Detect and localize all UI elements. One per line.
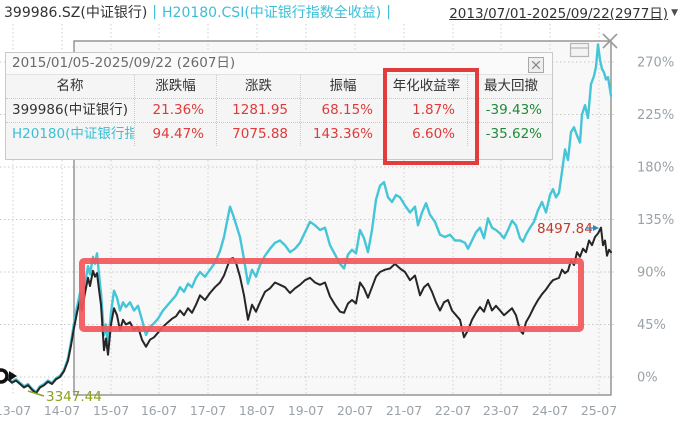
x-axis-label: 24-07 xyxy=(532,403,568,418)
selection-window-border[interactable] xyxy=(73,40,612,396)
y-axis-label: 180% xyxy=(637,161,674,176)
x-axis-label: 13-07 xyxy=(0,403,31,418)
close-icon[interactable] xyxy=(528,57,544,73)
chevron-down-icon[interactable]: ▼ xyxy=(671,7,678,18)
x-axis-label: 23-07 xyxy=(483,403,519,418)
stats-series-name: 399986(中证银行) xyxy=(12,102,129,118)
header-bar: 399986.SZ(中证银行) | H20180.CSI(中证银行指数全收益) … xyxy=(0,0,682,24)
header-divider: | xyxy=(152,4,158,20)
stats-column-header: 涨跌 xyxy=(216,75,300,98)
peak-value-label: 8497.84 xyxy=(537,221,593,237)
stats-data-row: 399986(中证银行) 21.36% 1281.95 68.15% 1.87% -39.… xyxy=(6,98,552,122)
stats-value: 143.36% xyxy=(300,123,385,146)
low-point-leader-line xyxy=(27,390,45,397)
x-axis-label: 15-07 xyxy=(93,403,129,418)
chart-highlight-box xyxy=(79,258,584,332)
date-range-selector[interactable]: 2013/07/01-2025/09/22(2977日) xyxy=(449,6,669,22)
x-axis-label: 14-07 xyxy=(44,403,80,418)
y-axis-label: 45% xyxy=(637,318,666,333)
stats-panel: 2015/01/05-2025/09/22 (2607日) 名称 涨跌幅 涨跌 振幅年… xyxy=(5,52,553,165)
symbol-primary-label[interactable]: 399986.SZ(中证银行) xyxy=(4,5,148,21)
y-axis-label: 0% xyxy=(637,371,658,386)
stats-value: 94.47% xyxy=(134,123,216,146)
remove-selection-icon[interactable] xyxy=(602,33,618,49)
x-axis-label: 25-07 xyxy=(581,403,617,418)
y-axis-label: 270% xyxy=(637,56,674,71)
stats-value: 21.36% xyxy=(134,99,216,122)
stats-value: 6.60% xyxy=(385,123,467,146)
x-axis-label: 19-07 xyxy=(288,403,324,418)
stats-column-header: 涨跌幅 xyxy=(134,75,216,98)
symbol-secondary-label[interactable]: H20180.CSI(中证银行指数全收益) xyxy=(162,5,382,21)
stats-column-header: 振幅 xyxy=(300,75,385,98)
series-line-price-index xyxy=(0,226,612,395)
stats-data-row: H20180(中证银行指数94.47%7075.88143.36%6.60%-3… xyxy=(6,122,552,146)
stats-series-name: H20180(中证银行指数 xyxy=(12,126,134,142)
x-axis-label: 18-07 xyxy=(239,403,275,418)
stats-column-header: 年化收益率 xyxy=(385,75,467,98)
range-start-handle-icon[interactable] xyxy=(0,368,9,384)
range-start-arrow-icon[interactable] xyxy=(9,371,17,381)
window-icon[interactable] xyxy=(569,42,590,58)
x-axis-label: 22-07 xyxy=(435,403,471,418)
stats-value: -39.43% xyxy=(467,99,554,122)
stats-column-header: 最大回撤 xyxy=(467,75,554,98)
stats-value: 1.87% xyxy=(385,99,467,122)
stats-panel-title: 2015/01/05-2025/09/22 (2607日) xyxy=(6,53,552,75)
header-divider: | xyxy=(386,4,391,20)
x-axis-label: 20-07 xyxy=(337,403,373,418)
stats-value: 1281.95 xyxy=(216,99,300,122)
stats-header-row: 名称 涨跌幅 涨跌 振幅 年化收益率 最大回撤 xyxy=(6,75,552,98)
stats-table: 名称 涨跌幅 涨跌 振幅 年化收益率 最大回撤 399986(中证银行) 21.36% 1281… xyxy=(6,75,552,146)
stats-column-header: 名称 xyxy=(56,78,84,94)
stats-value: 7075.88 xyxy=(216,123,300,146)
y-axis-label: 225% xyxy=(637,108,674,123)
low-point-value-label: 3347.44 xyxy=(46,389,102,405)
stats-value: -35.62% xyxy=(467,123,554,146)
peak-arrow-head xyxy=(593,225,599,231)
stats-value: 68.15% xyxy=(300,99,385,122)
x-axis-label: 17-07 xyxy=(190,403,226,418)
y-axis-label: 90% xyxy=(637,266,666,281)
y-axis-label: 135% xyxy=(637,213,674,228)
x-axis-label: 16-07 xyxy=(141,403,177,418)
x-axis-label: 21-07 xyxy=(386,403,422,418)
